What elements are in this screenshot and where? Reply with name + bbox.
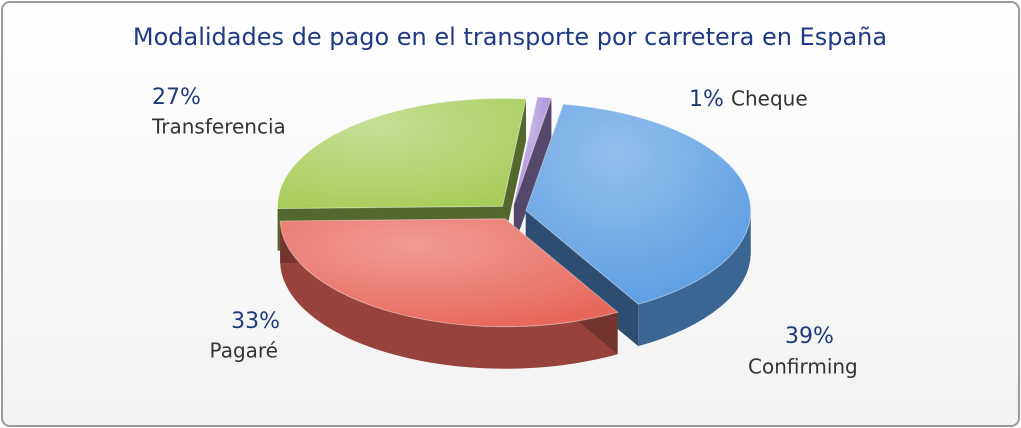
value-label: 39%	[785, 324, 834, 349]
category-label: Pagaré	[210, 339, 278, 363]
slice-side	[280, 220, 618, 369]
slice-shine	[525, 104, 751, 305]
value-label: 1%	[689, 87, 724, 112]
slice-shine	[277, 98, 527, 209]
category-label: Confirming	[748, 355, 858, 379]
category-label: Cheque	[731, 87, 808, 111]
slice-side	[638, 210, 751, 347]
slice-wall	[502, 98, 527, 249]
value-label: 27%	[152, 85, 201, 110]
slice-shine	[513, 96, 552, 205]
value-label: 33%	[231, 309, 280, 334]
pie	[277, 96, 752, 369]
slice-wall	[513, 97, 552, 247]
slice-shine	[280, 218, 618, 327]
category-label: Transferencia	[151, 115, 286, 139]
chart-title: Modalidades de pago en el transporte por…	[133, 23, 887, 51]
